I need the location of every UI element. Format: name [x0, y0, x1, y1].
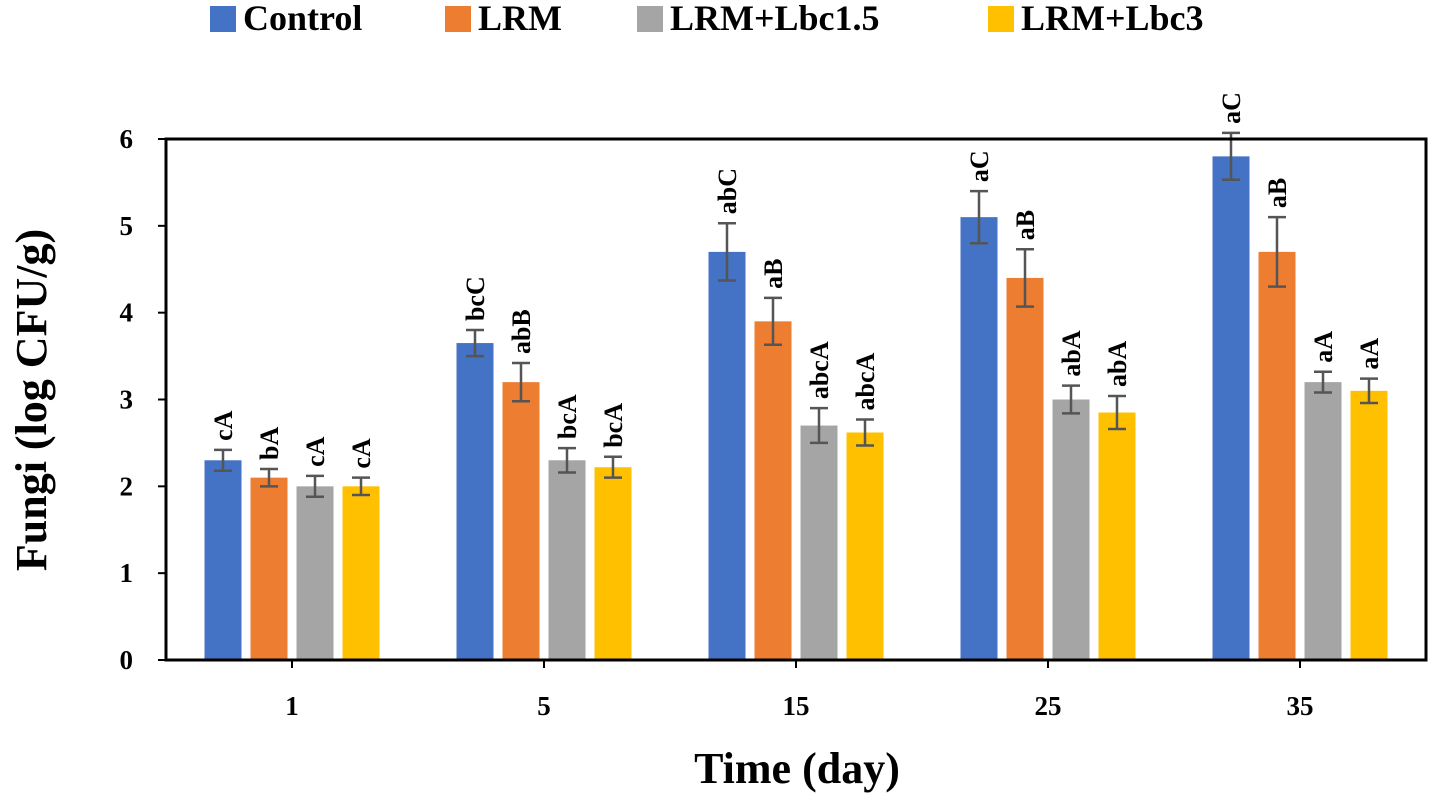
bar-significance-label: abcA: [805, 341, 834, 399]
plot-area: 0 1 2 3 4 5 6 1 cA bA cA cA 5 bcC abB bcA bcA 15 abC aB abcA…: [120, 92, 1388, 721]
bar-lrm-day-1: [250, 477, 288, 660]
bar-significance-label: aC: [1217, 92, 1246, 124]
bar-lrm-lbc1-5-day-5: [548, 460, 586, 660]
x-tick-label: 35: [1287, 691, 1314, 721]
bar-significance-label: cA: [209, 410, 238, 441]
y-tick-label: 1: [120, 558, 134, 588]
bar-lrm-lbc3-day-5: [594, 467, 632, 660]
bar-lrm-lbc1-5-day-15: [800, 425, 838, 660]
bar-significance-label: bcA: [599, 403, 628, 448]
x-tick-label: 5: [537, 691, 551, 721]
bar-significance-label: abA: [1057, 330, 1086, 376]
bar-lrm-lbc1-5-day-1: [296, 486, 334, 660]
bar-control-day-5: [456, 343, 494, 660]
bar-lrm-lbc3-day-15: [846, 432, 884, 660]
legend: Control LRM LRM+Lbc1.5 LRM+Lbc3: [210, 0, 1204, 38]
legend-swatch-lrm: [445, 6, 471, 32]
bar-significance-label: cA: [347, 438, 376, 469]
bar-significance-label: aB: [1263, 178, 1292, 208]
bar-significance-label: bA: [255, 427, 284, 460]
bar-lrm-day-35: [1258, 251, 1296, 660]
bar-significance-label: bcA: [553, 394, 582, 439]
bar-lrm-day-25: [1006, 277, 1044, 660]
bar-significance-label: aA: [1309, 331, 1338, 363]
y-tick-label: 5: [120, 211, 134, 241]
bar-lrm-lbc3-day-35: [1350, 390, 1388, 660]
legend-label-lrm-lbc15: LRM+Lbc1.5: [670, 0, 880, 38]
legend-label-control: Control: [243, 0, 362, 38]
legend-swatch-control: [210, 6, 236, 32]
bar-significance-label: aB: [759, 259, 788, 289]
bar-significance-label: abC: [713, 168, 742, 214]
bar-significance-label: bcC: [461, 276, 490, 321]
y-tick-label: 2: [120, 471, 134, 501]
bar-control-day-35: [1212, 156, 1250, 660]
bar-significance-label: abB: [507, 309, 536, 354]
bar-lrm-lbc3-day-1: [342, 486, 380, 660]
bar-control-day-15: [708, 251, 746, 660]
bar-lrm-lbc3-day-25: [1098, 412, 1136, 660]
y-axis-title: Fungi (log CFU/g): [7, 229, 56, 571]
bar-significance-label: abcA: [851, 352, 880, 410]
legend-label-lrm-lbc3: LRM+Lbc3: [1021, 0, 1204, 38]
x-tick-label: 15: [783, 691, 810, 721]
bar-significance-label: aB: [1011, 210, 1040, 240]
legend-swatch-lrm-lbc3: [988, 6, 1014, 32]
bar-significance-label: cA: [301, 436, 330, 467]
x-axis-title: Time (day): [694, 744, 900, 793]
bar-control-day-25: [960, 217, 998, 660]
plot-frame: [164, 137, 1428, 662]
bar-significance-label: aC: [965, 150, 994, 182]
y-tick-label: 4: [120, 298, 134, 328]
y-tick-label: 0: [120, 645, 134, 675]
x-tick-label: 25: [1035, 691, 1062, 721]
bar-lrm-lbc1-5-day-25: [1052, 399, 1090, 660]
bar-lrm-lbc1-5-day-35: [1304, 382, 1342, 660]
bar-control-day-1: [204, 460, 242, 660]
bar-lrm-day-15: [754, 321, 792, 660]
bar-lrm-day-5: [502, 382, 540, 660]
bar-significance-label: abA: [1103, 341, 1132, 387]
y-tick-label: 3: [120, 385, 134, 415]
legend-swatch-lrm-lbc15: [637, 6, 663, 32]
legend-label-lrm: LRM: [478, 0, 562, 38]
x-tick-label: 1: [285, 691, 299, 721]
bar-significance-label: aA: [1355, 338, 1384, 370]
y-tick-label: 6: [120, 124, 134, 154]
